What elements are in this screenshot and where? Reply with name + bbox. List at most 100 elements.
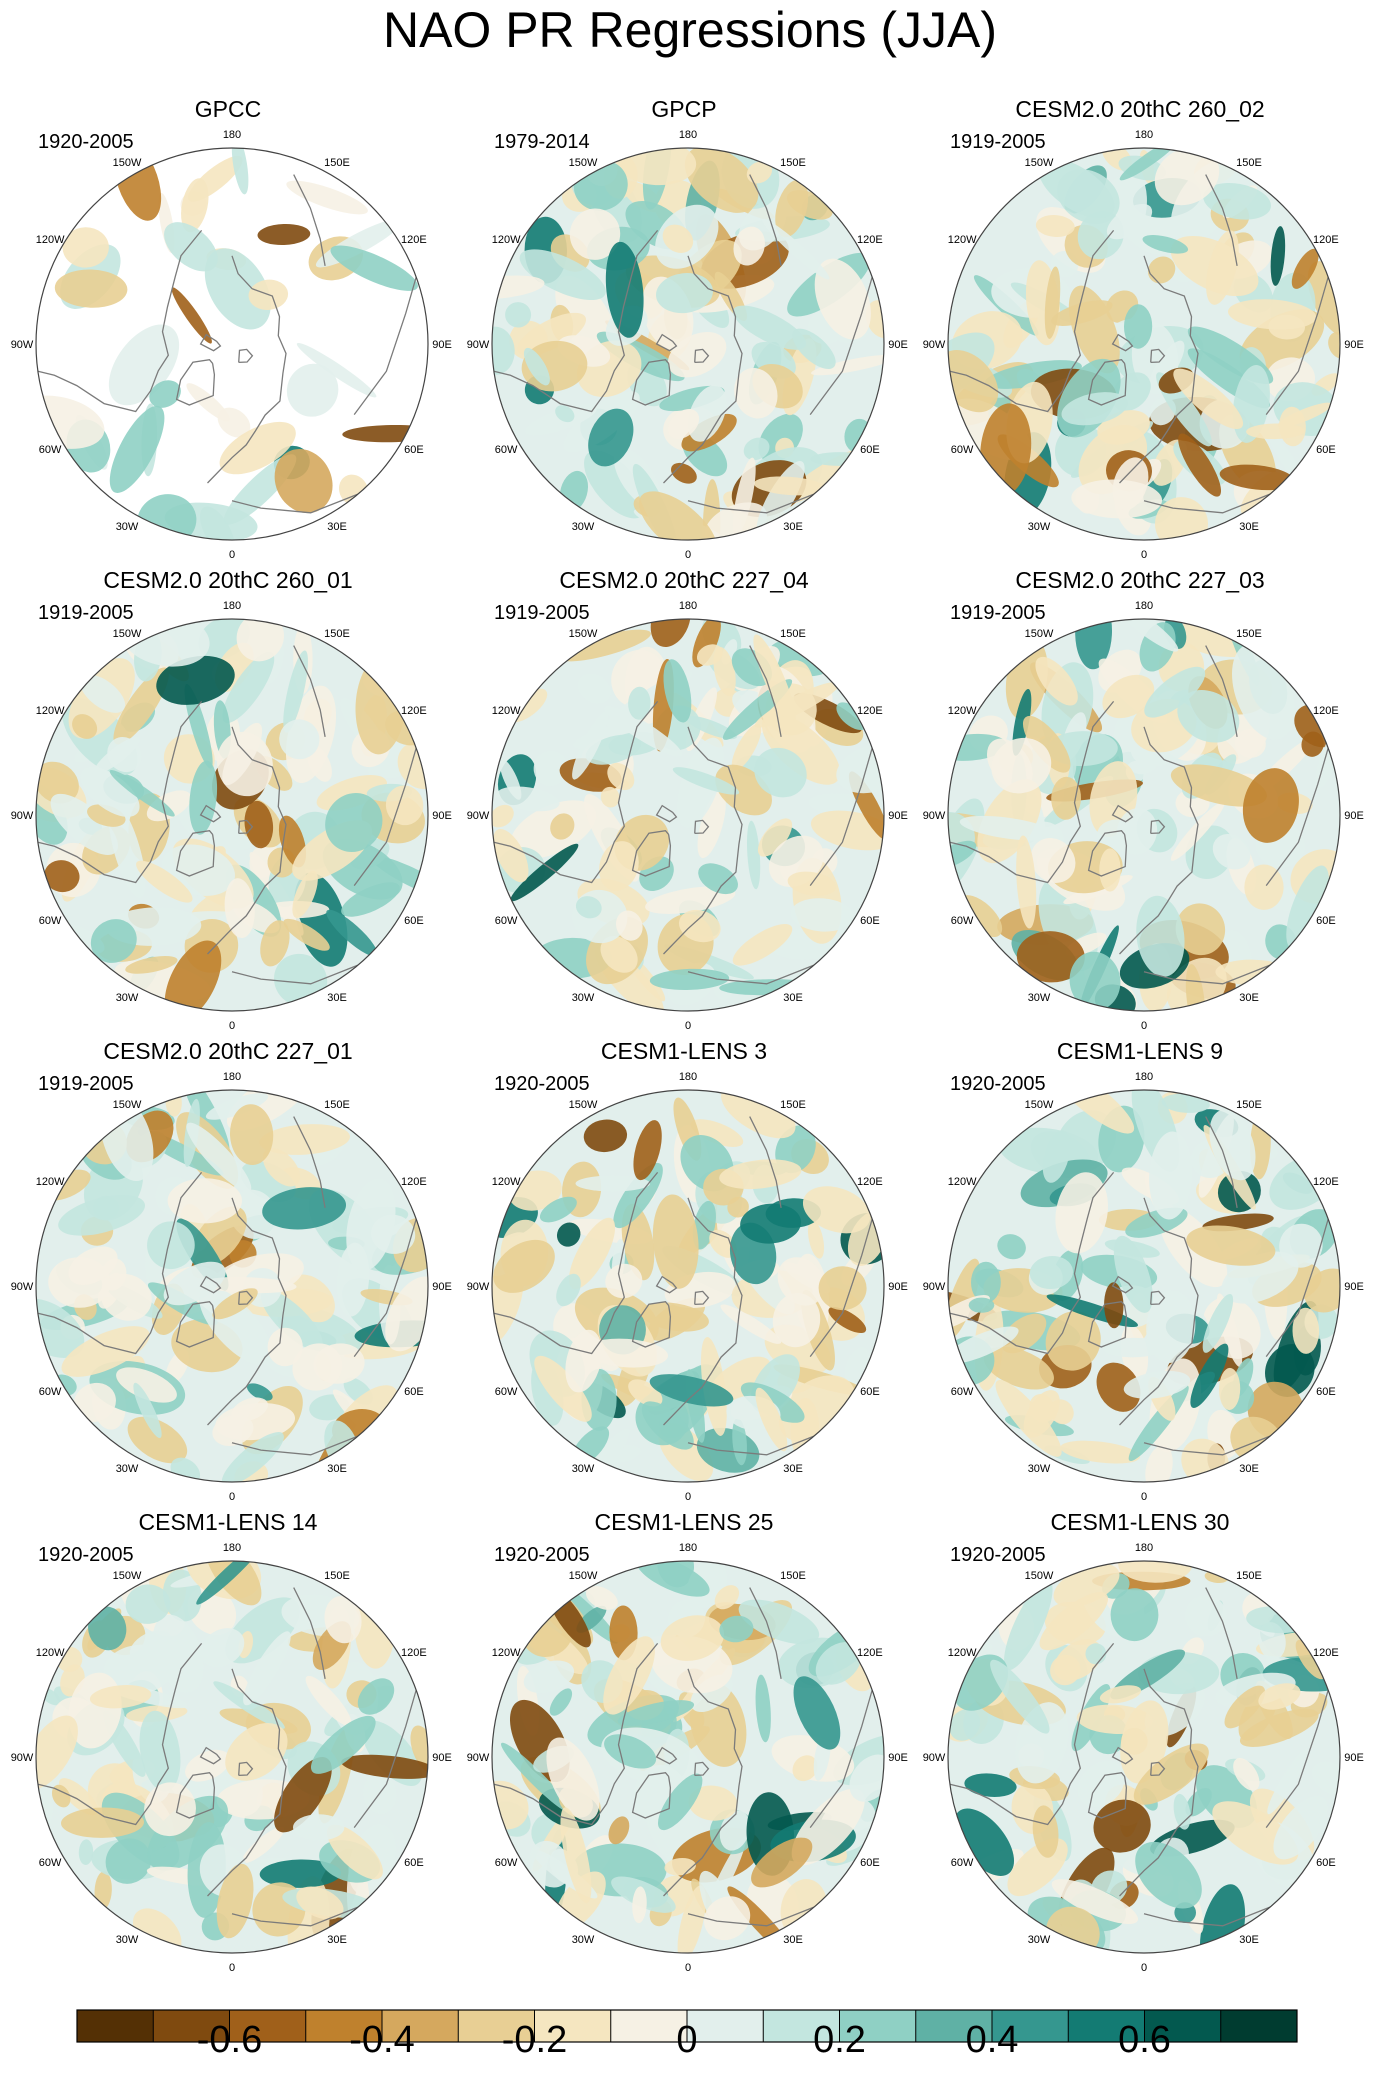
anomaly-blob — [1161, 1093, 1210, 1113]
anomaly-blob — [147, 1221, 195, 1270]
coastline — [663, 1668, 743, 1897]
longitude-label: 150E — [780, 157, 806, 169]
anomaly-blob — [1029, 1255, 1074, 1290]
anomaly-blob — [217, 407, 251, 438]
anomaly-blob — [200, 1628, 245, 1668]
anomaly-blob — [523, 347, 550, 386]
coastline — [175, 1301, 216, 1348]
anomaly-blob — [1004, 1579, 1053, 1671]
panel-title: CESM2.0 20thC 260_02 — [1015, 96, 1265, 122]
coastline — [238, 819, 254, 835]
anomaly-blob — [1177, 690, 1240, 743]
anomaly-blob — [815, 1642, 862, 1685]
longitude-label: 30E — [783, 1934, 803, 1946]
map-panel: CESM2.0 20thC 227_03 1919-2005 180 150E 120E… — [912, 565, 1368, 1035]
longitude-label: 180 — [223, 1542, 241, 1554]
anomaly-blob — [171, 287, 212, 344]
anomaly-field — [948, 1090, 1340, 1482]
anomaly-blob — [1016, 931, 1085, 983]
anomaly-blob — [109, 405, 165, 493]
anomaly-blob — [677, 1885, 706, 1953]
anomaly-field — [948, 148, 1340, 540]
anomaly-field — [36, 1561, 428, 1953]
anomaly-blob — [517, 312, 587, 356]
longitude-label: 90W — [467, 810, 490, 822]
longitude-label: 60W — [951, 915, 974, 927]
longitude-label: 30W — [116, 1463, 139, 1475]
anomaly-blob — [1227, 299, 1317, 330]
longitude-label: 0 — [685, 1020, 691, 1032]
anomaly-blob — [188, 155, 243, 202]
coastline — [353, 1689, 417, 1828]
coastline — [1111, 804, 1134, 823]
longitude-label: 150E — [324, 1099, 350, 1111]
map-panel: GPCP 1979-2014 180 150E 120E 90E 60E 30E 0 30W 60W… — [456, 94, 912, 564]
map-panel: CESM1-LENS 25 1920-2005 180 150E 120E 90E 60E 3… — [456, 1507, 912, 1977]
coastline — [1087, 1772, 1128, 1819]
coastline — [1265, 747, 1329, 886]
coastline — [238, 348, 254, 364]
coastline — [809, 276, 873, 415]
longitude-label: 90E — [888, 339, 908, 351]
panel-title: CESM2.0 20thC 227_01 — [103, 1038, 353, 1064]
polar-map: 180 150E 120E 90E 60E 30E 0 30W 60W 90W 120W 150W — [11, 1071, 452, 1503]
longitude-label: 150W — [113, 157, 142, 169]
anomaly-blob — [78, 1839, 94, 1865]
coastline — [1150, 348, 1166, 364]
anomaly-blob — [668, 408, 700, 440]
coastline — [293, 174, 326, 267]
anomaly-blob — [1209, 1109, 1256, 1181]
coastline — [809, 1689, 873, 1828]
anomaly-blob — [1053, 1090, 1135, 1134]
longitude-label: 60W — [495, 1386, 518, 1398]
coastline — [175, 1772, 216, 1819]
anomaly-blob — [1279, 1223, 1323, 1268]
anomaly-blob — [984, 360, 1082, 389]
coastline — [1150, 1290, 1166, 1306]
anomaly-blob — [236, 619, 285, 662]
anomaly-blob — [1170, 801, 1225, 861]
longitude-label: 30E — [1239, 1934, 1259, 1946]
anomaly-blob — [1239, 1708, 1319, 1747]
panel-period: 1919-2005 — [38, 602, 134, 624]
anomaly-blob — [714, 1585, 740, 1610]
longitude-label: 120E — [857, 1647, 883, 1659]
longitude-label: 150W — [1025, 628, 1054, 640]
anomaly-blob — [94, 736, 140, 774]
anomaly-field — [492, 148, 884, 540]
coastline — [655, 333, 678, 352]
anomaly-blob — [133, 1382, 162, 1439]
colorbar-swatch — [992, 2010, 1069, 2042]
anomaly-blob — [640, 1302, 709, 1332]
longitude-label: 150W — [1025, 1570, 1054, 1582]
longitude-label: 60W — [951, 444, 974, 456]
longitude-label: 120E — [401, 1647, 427, 1659]
anomaly-blob — [127, 1416, 188, 1464]
anomaly-blob — [1133, 1743, 1209, 1805]
anomaly-blob — [125, 1584, 171, 1624]
panel-period: 1919-2005 — [494, 602, 590, 624]
anomaly-blob — [991, 737, 1052, 794]
coastline — [687, 964, 815, 985]
panel-period: 1920-2005 — [494, 1073, 590, 1095]
colorbar-tick-label: 0.2 — [813, 2019, 866, 2061]
longitude-label: 60E — [404, 1386, 424, 1398]
anomaly-blob — [1286, 865, 1329, 950]
anomaly-blob — [296, 1886, 344, 1920]
anomaly-blob — [1118, 1561, 1192, 1583]
anomaly-blob — [697, 790, 726, 859]
anomaly-blob — [569, 208, 621, 260]
coastlines — [493, 645, 873, 985]
anomaly-field — [492, 1090, 884, 1482]
anomaly-blob — [72, 714, 98, 739]
anomaly-blob — [672, 767, 740, 795]
anomaly-blob — [305, 1675, 352, 1726]
anomaly-blob — [995, 1379, 1062, 1457]
longitude-label: 180 — [679, 1071, 697, 1083]
longitude-label: 150W — [113, 1570, 142, 1582]
map-border — [947, 1560, 1341, 1954]
map-border — [947, 1089, 1341, 1483]
anomaly-blob — [811, 354, 884, 376]
panel-title: GPCP — [651, 96, 717, 122]
longitude-label: 90W — [11, 1752, 34, 1764]
